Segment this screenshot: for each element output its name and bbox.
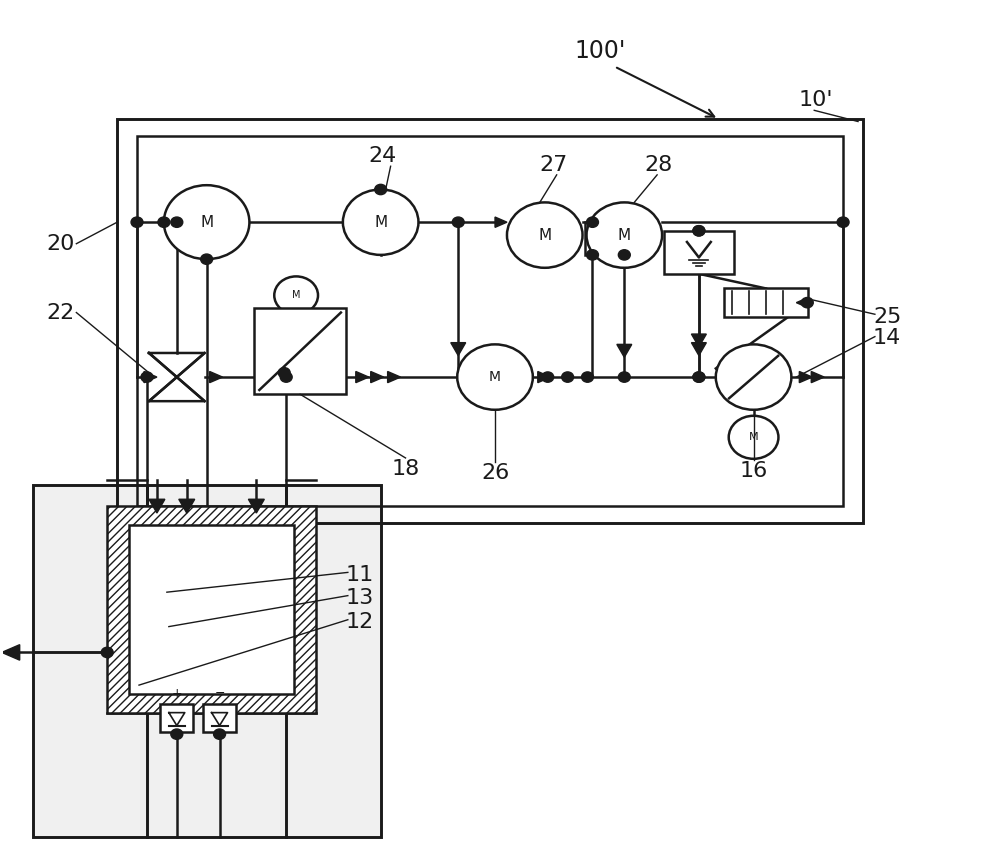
Circle shape <box>618 372 630 382</box>
Text: 20: 20 <box>46 234 74 254</box>
Circle shape <box>693 372 705 382</box>
Circle shape <box>171 217 183 228</box>
Polygon shape <box>811 372 824 383</box>
Polygon shape <box>691 334 706 347</box>
Circle shape <box>171 729 183 740</box>
Bar <box>137 136 843 506</box>
Bar <box>160 704 193 733</box>
Polygon shape <box>617 345 632 358</box>
Text: 27: 27 <box>540 155 568 175</box>
Text: 18: 18 <box>391 459 420 479</box>
Bar <box>117 119 863 523</box>
Circle shape <box>457 345 533 410</box>
Circle shape <box>729 416 778 459</box>
Circle shape <box>158 217 170 228</box>
Circle shape <box>587 203 662 268</box>
Circle shape <box>693 372 705 382</box>
Circle shape <box>693 226 705 236</box>
Bar <box>107 506 316 713</box>
Circle shape <box>201 254 213 264</box>
Circle shape <box>587 217 598 228</box>
Polygon shape <box>388 372 401 383</box>
Text: 11: 11 <box>346 565 374 585</box>
Circle shape <box>278 367 290 378</box>
Bar <box>129 525 294 694</box>
Text: 10': 10' <box>798 90 833 110</box>
Polygon shape <box>799 372 812 383</box>
Circle shape <box>343 190 418 255</box>
Circle shape <box>693 226 705 236</box>
Text: +: + <box>171 687 182 700</box>
Circle shape <box>214 729 226 740</box>
Bar <box>33 485 381 837</box>
Bar <box>254 308 346 394</box>
Text: M: M <box>292 290 300 301</box>
Circle shape <box>164 185 249 259</box>
Polygon shape <box>2 644 20 660</box>
Circle shape <box>452 217 464 228</box>
Circle shape <box>274 276 318 314</box>
Bar <box>724 288 808 317</box>
Circle shape <box>587 249 598 260</box>
Circle shape <box>716 345 791 410</box>
Polygon shape <box>691 343 706 356</box>
Text: M: M <box>749 432 758 443</box>
Circle shape <box>582 372 593 382</box>
Polygon shape <box>144 372 157 383</box>
Circle shape <box>101 647 113 657</box>
Bar <box>203 704 236 733</box>
Text: 14: 14 <box>873 328 901 348</box>
Text: −: − <box>214 687 225 700</box>
Polygon shape <box>248 500 264 513</box>
Circle shape <box>507 203 583 268</box>
Text: 28: 28 <box>644 155 672 175</box>
Text: 22: 22 <box>46 302 74 322</box>
Circle shape <box>801 298 813 307</box>
Text: M: M <box>489 370 501 385</box>
Circle shape <box>280 372 292 382</box>
Polygon shape <box>149 500 165 513</box>
Circle shape <box>542 372 554 382</box>
Bar <box>664 231 734 274</box>
Text: 25: 25 <box>873 307 901 326</box>
Text: M: M <box>618 228 631 242</box>
Text: 100': 100' <box>575 39 626 63</box>
Polygon shape <box>538 372 551 383</box>
Circle shape <box>375 184 387 195</box>
Circle shape <box>141 372 153 382</box>
Circle shape <box>131 217 143 228</box>
Text: M: M <box>200 215 213 229</box>
Text: M: M <box>538 228 551 242</box>
Text: M: M <box>374 215 387 229</box>
Polygon shape <box>356 372 369 383</box>
Polygon shape <box>796 298 808 307</box>
Circle shape <box>562 372 574 382</box>
Polygon shape <box>179 500 195 513</box>
Circle shape <box>294 313 322 337</box>
Text: 12: 12 <box>346 612 374 632</box>
Polygon shape <box>451 343 466 356</box>
Polygon shape <box>371 372 384 383</box>
Text: 24: 24 <box>369 146 397 166</box>
Circle shape <box>618 249 630 260</box>
Text: 16: 16 <box>739 461 768 481</box>
Text: 26: 26 <box>481 463 509 483</box>
Circle shape <box>837 217 849 228</box>
Polygon shape <box>495 217 507 228</box>
Text: 13: 13 <box>346 588 374 608</box>
Circle shape <box>270 313 298 337</box>
Polygon shape <box>210 372 223 383</box>
